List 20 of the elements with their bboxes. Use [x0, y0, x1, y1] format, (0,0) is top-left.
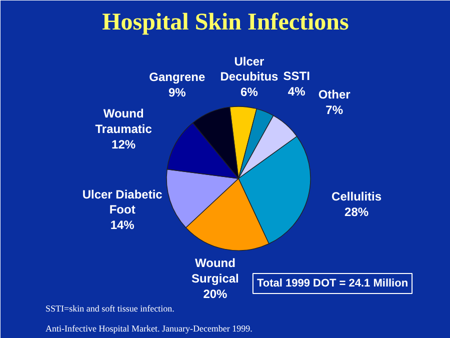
data-label: 7% — [326, 102, 344, 117]
slice-label: Other — [318, 88, 351, 102]
data-label: 14% — [110, 218, 135, 232]
slice-label: Wound Traumatic — [95, 106, 152, 136]
text: Anti-Infective Hospital Market. January-December 1999. — [46, 324, 252, 334]
data-label: 9% — [168, 85, 186, 100]
data-label: 12% — [112, 137, 136, 152]
data-label: 28% — [344, 204, 369, 219]
chart-title: Hospital Skin Infections — [102, 10, 349, 36]
text: Total 1999 DOT = 24.1 Million — [256, 278, 408, 290]
slice-label: Ulcer Diabetic Foot — [82, 187, 163, 217]
data-label: 6% — [240, 85, 258, 100]
slice-label: Gangrene — [149, 70, 206, 84]
slice-label: SSTI — [283, 69, 310, 84]
slice-label: Wound Surgical — [192, 256, 239, 286]
data-label: 20% — [203, 287, 228, 302]
slice-label: Cellulitis — [332, 190, 382, 204]
data-label: 4% — [288, 84, 306, 98]
text: SSTI=skin and soft tissue infection. — [46, 304, 174, 314]
slice-label: Ulcer Decubitus — [220, 54, 279, 84]
